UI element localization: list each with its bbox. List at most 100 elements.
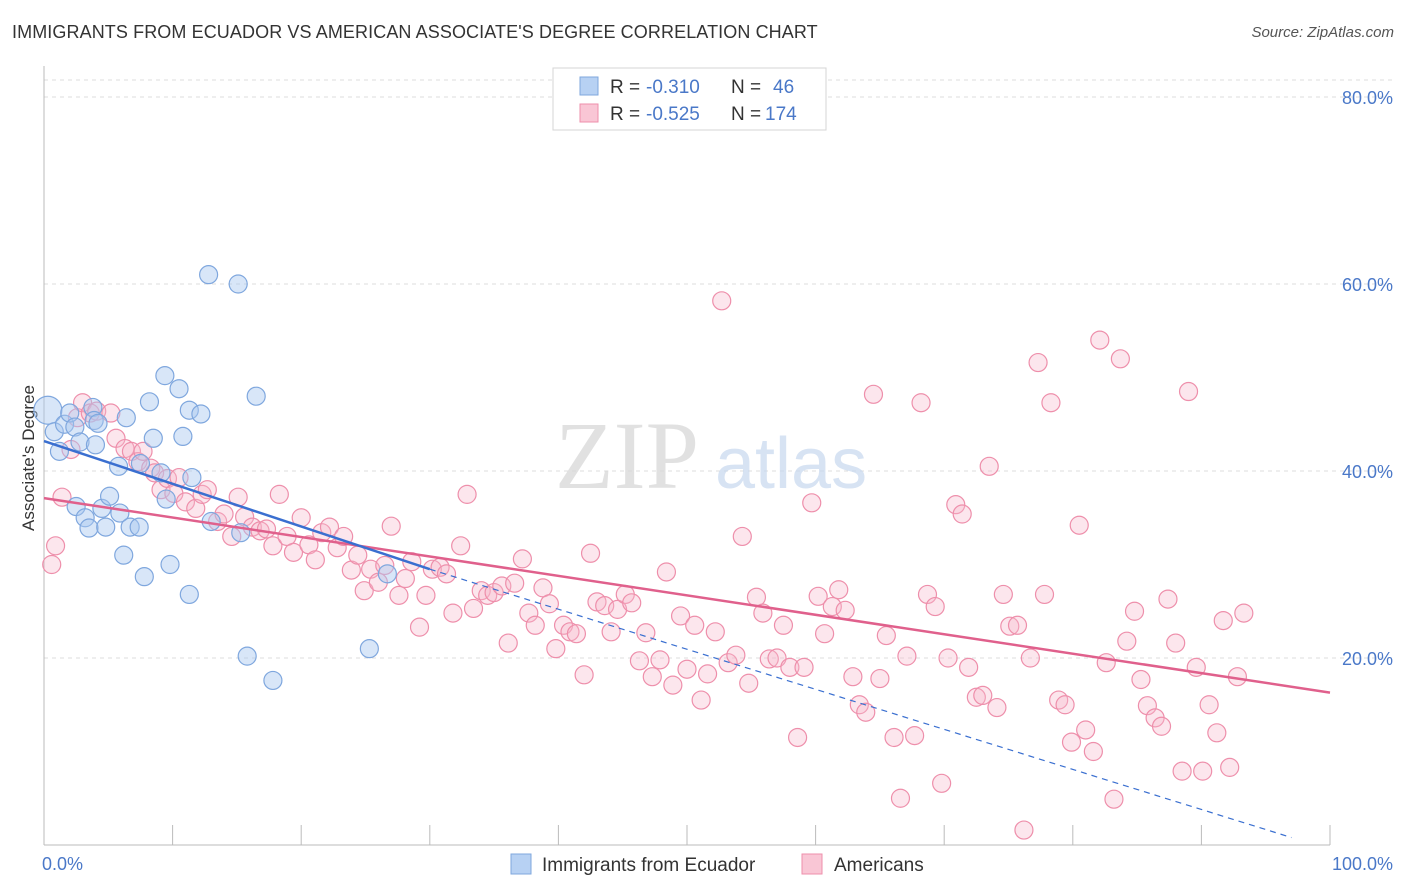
americans-point	[1061, 732, 1082, 752]
ecuador-point	[85, 435, 106, 455]
watermark: ZIP atlas	[555, 402, 867, 509]
americans-point	[759, 649, 779, 669]
bottom-legend-label-ecuador: Immigrants from Ecuador	[542, 855, 756, 876]
americans-point	[1000, 616, 1020, 636]
americans-point	[1124, 601, 1145, 621]
ecuador-point	[263, 670, 283, 691]
americans-point	[389, 585, 409, 605]
americans-point	[993, 584, 1013, 605]
ecuador-point	[79, 518, 99, 538]
americans-point	[436, 564, 457, 584]
americans-point	[1178, 381, 1199, 402]
ecuador-point	[199, 265, 219, 285]
americans-point	[566, 624, 587, 644]
americans-point	[650, 650, 670, 670]
americans-point	[1172, 761, 1192, 781]
y-axis-label: Associate's Degree	[19, 385, 38, 531]
americans-point	[946, 495, 966, 515]
americans-point	[1041, 393, 1061, 413]
americans-point	[574, 665, 594, 685]
americans-point	[519, 603, 539, 623]
y-tick-label: 20.0%	[1342, 649, 1393, 669]
americans-point	[1234, 603, 1254, 623]
americans-point	[732, 526, 752, 547]
x-tick-label-max: 100.0%	[1332, 854, 1393, 874]
americans-point	[843, 667, 863, 687]
americans-point	[1083, 741, 1103, 762]
americans-point	[856, 702, 876, 722]
americans-point	[186, 498, 206, 518]
ecuador-point	[99, 486, 120, 506]
legend-n-label-1: N =	[731, 77, 761, 98]
americans-point	[395, 568, 415, 589]
americans-point	[663, 675, 683, 695]
ecuador-point	[359, 639, 379, 659]
legend-r-label-1: R =	[610, 77, 640, 98]
bottom-legend-swatch-americans	[801, 853, 823, 875]
americans-point	[917, 584, 938, 605]
americans-point	[870, 668, 890, 689]
americans-point	[712, 291, 732, 311]
americans-point	[512, 549, 532, 569]
americans-point	[815, 624, 835, 644]
americans-point	[505, 573, 525, 593]
americans-point	[622, 593, 642, 613]
watermark-atlas: atlas	[715, 424, 867, 504]
grid-lines	[44, 79, 1395, 659]
americans-point	[457, 484, 477, 504]
americans-point	[808, 586, 828, 606]
legend-r-value-1: -0.310	[646, 77, 700, 98]
ecuador-point	[134, 567, 154, 587]
americans-point	[1096, 653, 1116, 673]
legend-r-value-2: -0.525	[646, 104, 700, 125]
americans-point	[726, 645, 746, 665]
americans-point	[1104, 789, 1124, 809]
y-tick-labels: 20.0% 40.0% 60.0% 80.0%	[1342, 88, 1393, 669]
ecuador-point	[33, 395, 63, 425]
americans-point	[897, 646, 917, 666]
americans-point	[1158, 589, 1178, 609]
americans-point	[987, 697, 1007, 718]
americans-point	[1028, 352, 1048, 373]
americans-point	[884, 727, 904, 748]
americans-point	[539, 594, 559, 614]
americans-point	[697, 664, 718, 684]
legend-swatch-americans	[579, 103, 599, 123]
americans-point	[905, 726, 925, 746]
americans-point	[1007, 615, 1028, 635]
ecuador-point	[88, 413, 108, 433]
americans-point	[677, 659, 697, 679]
americans-point	[642, 667, 662, 687]
americans-point	[1090, 330, 1110, 350]
americans-point	[256, 519, 277, 539]
legend-n-value-2: 174	[765, 104, 797, 125]
americans-point	[780, 657, 800, 677]
americans-point	[835, 600, 855, 620]
ecuador-point	[129, 517, 149, 537]
legend-n-value-1: 46	[773, 77, 794, 98]
americans-point	[175, 492, 196, 512]
ecuador-point	[237, 646, 257, 666]
bottom-legend-swatch-ecuador	[510, 853, 532, 875]
legend-r-label-2: R =	[610, 104, 640, 125]
americans-point	[1069, 515, 1089, 535]
axes	[43, 66, 1331, 846]
americans-point	[580, 543, 601, 563]
ecuador-point	[182, 467, 202, 488]
americans-points	[42, 291, 1254, 840]
americans-point	[463, 598, 484, 619]
americans-point	[1055, 695, 1075, 715]
ecuador-points	[33, 265, 397, 691]
americans-point	[607, 599, 628, 619]
americans-point	[525, 615, 545, 635]
americans-point	[705, 622, 725, 642]
ecuador-point	[191, 404, 211, 424]
series-legend: Immigrants from Ecuador Americans	[510, 853, 924, 876]
americans-point	[1110, 349, 1130, 369]
legend-swatch-ecuador	[579, 76, 599, 96]
y-tick-label: 40.0%	[1342, 462, 1393, 482]
americans-point	[636, 623, 656, 643]
ecuador-point	[44, 422, 64, 442]
americans-point	[1117, 631, 1137, 651]
